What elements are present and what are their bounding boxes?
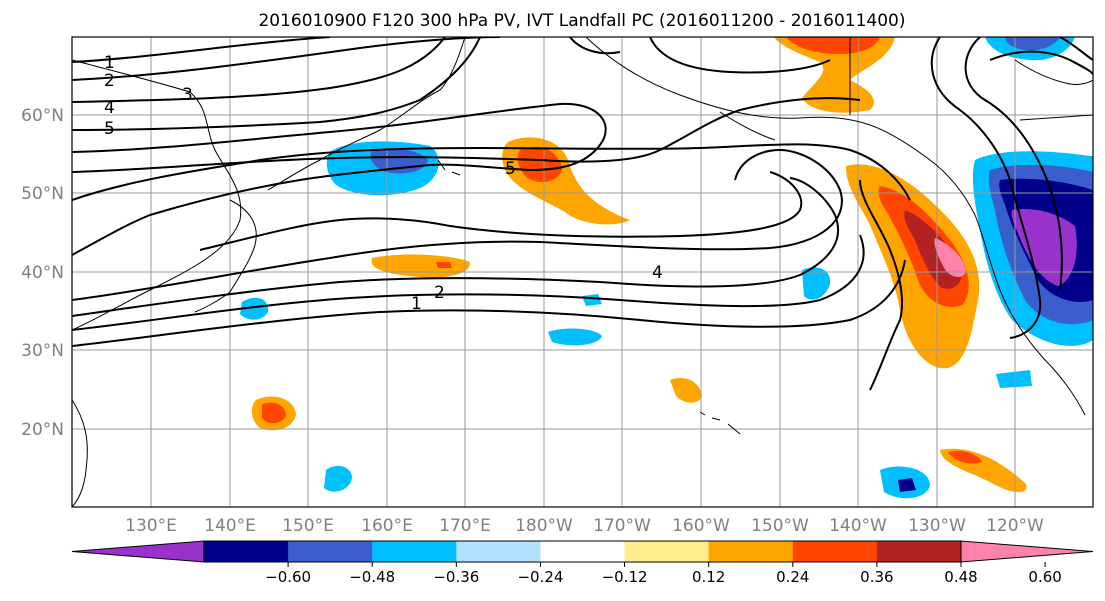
lon-label-150w: 150°W [751, 516, 809, 536]
positive-region-west-coast [845, 164, 980, 369]
colorbar-tick-label: −0.12 [602, 568, 648, 586]
contour-label-2: 2 [104, 71, 115, 91]
colorbar: −0.60 −0.48 −0.36 −0.24 −0.12 0.12 0.24 0.36 0.4… [71, 540, 1094, 586]
pv-contours [72, 37, 1093, 391]
lon-label-160w: 160°W [672, 516, 730, 536]
colorbar-tick-label: 0.60 [1028, 568, 1061, 586]
colorbar-segment [708, 541, 794, 562]
lon-label-120w: 120°W [986, 516, 1044, 536]
contour-label-1-central: 1 [411, 294, 422, 314]
lon-label-170e: 170°E [439, 516, 491, 536]
contour-label-1: 1 [104, 53, 115, 73]
colorbar-tick-label: 0.36 [860, 568, 893, 586]
longitude-labels: 130°E 140°E 150°E 160°E 170°E 180°W 170°… [125, 516, 1044, 536]
contour-label-3: 3 [182, 85, 193, 105]
colorbar-tick-label: −0.36 [433, 568, 479, 586]
lon-label-140e: 140°E [204, 516, 256, 536]
colorbar-tick-label: 0.24 [776, 568, 809, 586]
lat-label-50n: 50°N [21, 184, 64, 204]
lat-label-60n: 60°N [21, 106, 64, 126]
lon-label-160e: 160°E [361, 516, 413, 536]
lon-label-180w: 180°W [515, 516, 573, 536]
contour-labels: 1 2 4 5 3 5 4 2 1 [104, 53, 663, 314]
shaded-anomaly-regions [240, 37, 1093, 499]
map-frame [71, 36, 1094, 508]
colorbar-segment [288, 541, 373, 562]
colorbar-tick-label: −0.60 [265, 568, 311, 586]
contour-label-2-central: 2 [434, 283, 445, 303]
colorbar-segment [540, 541, 626, 562]
colorbar-frame [203, 540, 962, 563]
colorbar-tick-label: −0.24 [517, 568, 563, 586]
contour-label-5: 5 [104, 119, 115, 139]
lat-label-40n: 40°N [21, 263, 64, 283]
contour-label-4: 4 [104, 98, 115, 118]
colorbar-tick-label: −0.48 [349, 568, 395, 586]
colorbar-segment [624, 541, 710, 562]
latitude-labels: 60°N 50°N 40°N 30°N 20°N [21, 106, 64, 440]
colorbar-segment [876, 541, 962, 562]
map-panel: 1 2 4 5 3 5 4 2 1 [72, 37, 1093, 507]
gridlines [72, 37, 1093, 507]
contour-label-5-aleutian: 5 [505, 159, 516, 179]
contour-label-4-east: 4 [652, 263, 663, 283]
colorbar-segment [456, 541, 541, 562]
figure-title: 2016010900 F120 300 hPa PV, IVT Landfall… [258, 11, 905, 31]
lon-label-130w: 130°W [908, 516, 966, 536]
lat-label-20n: 20°N [21, 420, 64, 440]
negative-region-japan [240, 297, 269, 320]
lon-label-150e: 150°E [282, 516, 334, 536]
colorbar-segment [792, 541, 878, 562]
positive-region-aleutian-core [517, 146, 562, 183]
positive-region-alaska [774, 37, 895, 113]
colorbar-segment [372, 541, 457, 562]
lon-label-170w: 170°W [593, 516, 651, 536]
colorbar-segment [204, 541, 289, 562]
lon-label-130e: 130°E [125, 516, 177, 536]
colorbar-extend-min [71, 540, 205, 563]
lat-label-30n: 30°N [21, 341, 64, 361]
colorbar-tick-label: 0.12 [692, 568, 725, 586]
lon-label-140w: 140°W [829, 516, 887, 536]
colorbar-extend-max [960, 540, 1094, 563]
colorbar-tick-label: 0.48 [944, 568, 977, 586]
